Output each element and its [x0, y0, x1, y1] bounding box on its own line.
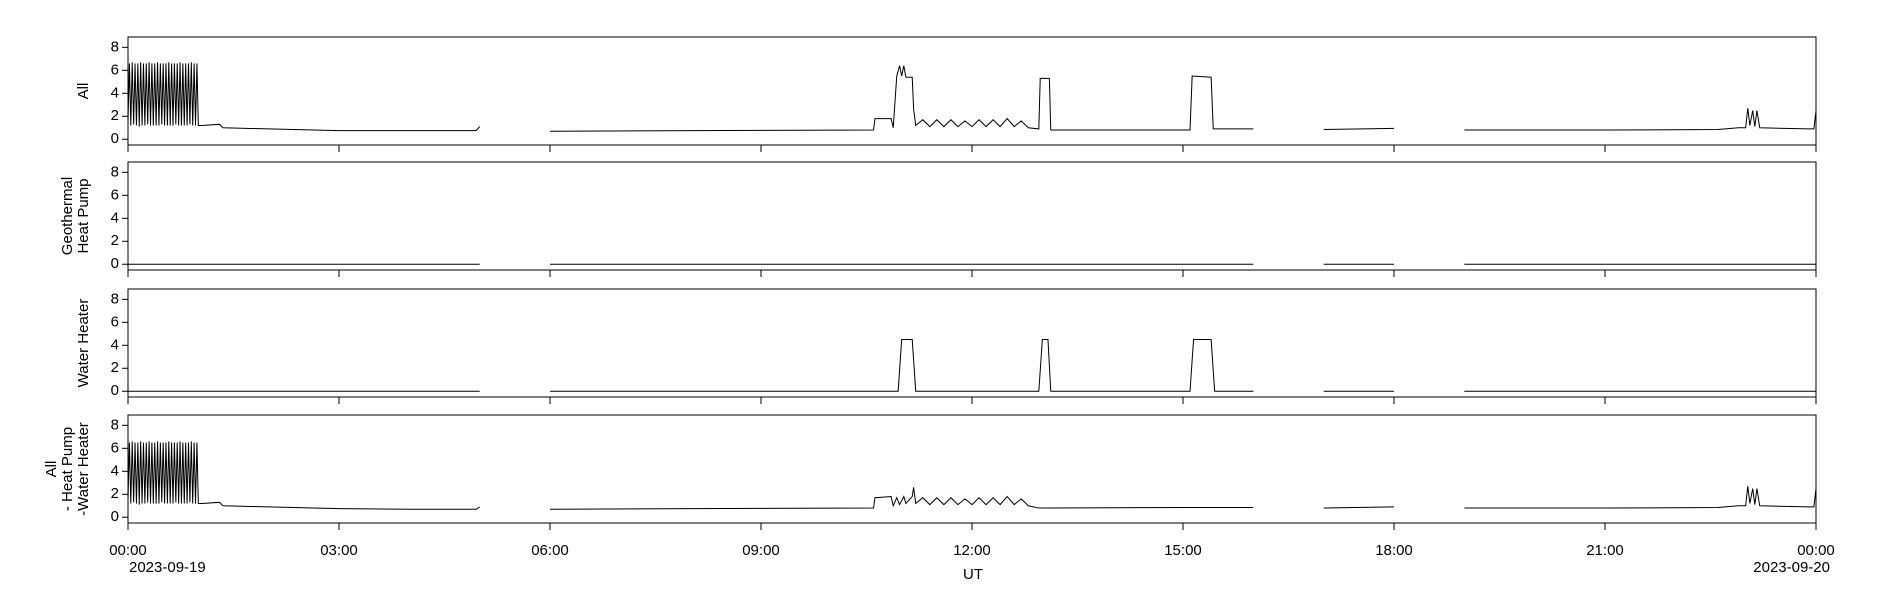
plot-frame [127, 414, 1817, 524]
y-tick-label: 0 [111, 508, 119, 525]
plot-frame [127, 161, 1817, 271]
trace [128, 339, 1816, 392]
y-tick-label: 2 [111, 232, 119, 249]
y-tick-label: 4 [111, 462, 119, 479]
y-tick-label: 6 [111, 439, 119, 456]
y-tick-label: 4 [111, 84, 119, 101]
x-tick-label: 15:00 [1164, 542, 1202, 559]
y-axis-label: All [43, 461, 60, 478]
y-tick-label: 2 [111, 359, 119, 376]
x-tick-label: 18:00 [1375, 542, 1413, 559]
y-tick-label: 2 [111, 107, 119, 124]
x-tick-label: 00:00 [1797, 542, 1835, 559]
y-axis-label: Geothermal [59, 177, 76, 255]
y-tick-label: 0 [111, 382, 119, 399]
y-tick-label: 6 [111, 61, 119, 78]
x-tick-label: 09:00 [742, 542, 780, 559]
y-axis-label: All [75, 83, 92, 100]
trace [127, 62, 1817, 132]
y-tick-label: 8 [111, 290, 119, 307]
x-tick-label: 06:00 [531, 542, 569, 559]
y-tick-label: 4 [111, 209, 119, 226]
x-tick-label: 21:00 [1586, 542, 1624, 559]
y-tick-label: 6 [111, 313, 119, 330]
x-start-date: 2023-09-19 [129, 559, 206, 576]
y-tick-label: 4 [111, 336, 119, 353]
y-tick-label: 6 [111, 186, 119, 203]
y-axis-label: Water Heater [75, 299, 92, 388]
y-tick-label: 0 [111, 255, 119, 272]
x-tick-label: 00:00 [109, 542, 147, 559]
y-axis-label: - Heat Pump [59, 427, 76, 511]
plot-frame [127, 288, 1817, 398]
trace [127, 441, 1817, 510]
y-tick-label: 8 [111, 416, 119, 433]
y-tick-label: 0 [111, 130, 119, 147]
plot-frame [127, 36, 1817, 146]
x-end-date: 2023-09-20 [1753, 559, 1830, 576]
x-tick-label: 03:00 [320, 542, 358, 559]
y-tick-label: 2 [111, 485, 119, 502]
y-tick-label: 8 [111, 38, 119, 55]
y-axis-label: -Water Heater [75, 422, 92, 516]
x-axis-label: UT [963, 566, 983, 583]
x-tick-label: 12:00 [953, 542, 991, 559]
y-axis-label: Heat Pump [75, 178, 92, 253]
y-tick-label: 8 [111, 163, 119, 180]
